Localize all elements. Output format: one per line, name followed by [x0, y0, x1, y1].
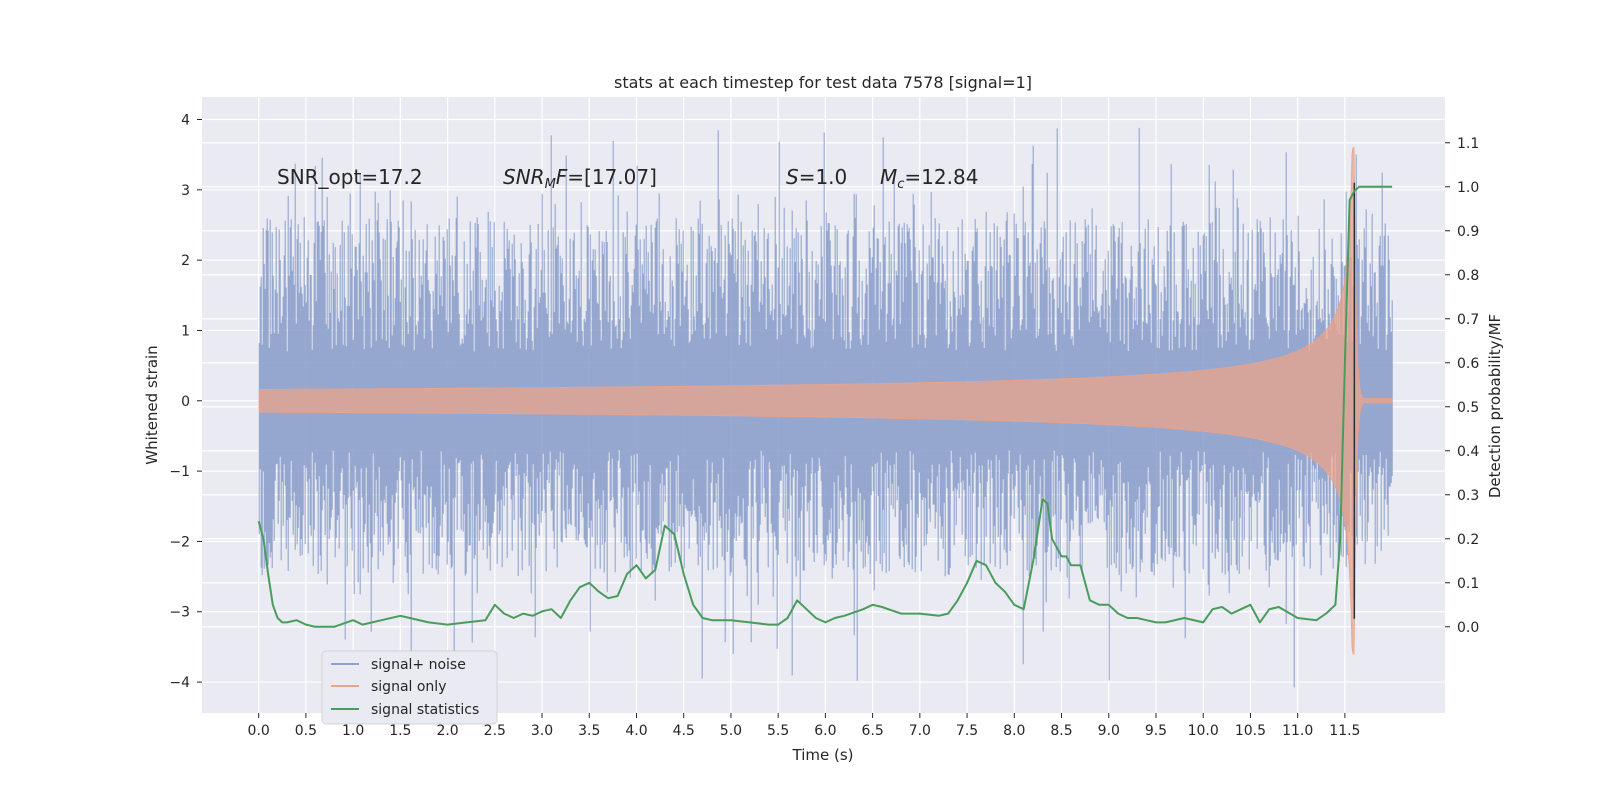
x-tick-label-4: 2.0	[436, 723, 458, 739]
y-tick-label-0: 4	[181, 113, 190, 129]
x-axis-label: Time (s)	[792, 746, 854, 764]
y2-tick-label-4: 0.7	[1457, 312, 1479, 328]
y-tick-label-4: 0	[181, 394, 190, 410]
x-tick-label-8: 4.0	[625, 723, 647, 739]
x-tick-label-20: 10.0	[1188, 723, 1219, 739]
y2-tick-label-7: 0.4	[1457, 444, 1479, 460]
y2-tick-label-2: 0.9	[1457, 224, 1479, 240]
legend-label-signal-only: signal only	[371, 679, 446, 695]
y-tick-label-5: −1	[169, 464, 190, 480]
x-tick-label-15: 7.5	[956, 723, 978, 739]
x-tick-label-22: 11.0	[1282, 723, 1313, 739]
legend-label-signal-noise: signal+ noise	[371, 657, 466, 673]
legend-label-signal-statistics: signal statistics	[371, 702, 479, 718]
x-tick-label-7: 3.5	[578, 723, 600, 739]
series-signal-only	[258, 147, 1393, 655]
annotation-s: S=1.0	[786, 165, 847, 189]
x-axis: 0.0 0.5 1.0 1.5 2.0 2.5 3.0 3.5 4.0 4.5 5.0 5.5 6.0 6…	[248, 713, 1360, 739]
y-axis-label: Whitened strain	[143, 345, 161, 464]
y2-tick-label-10: 0.1	[1457, 576, 1479, 592]
y-tick-label-1: 3	[181, 183, 190, 199]
y2-tick-label-5: 0.6	[1457, 356, 1479, 372]
y2-tick-label-9: 0.2	[1457, 532, 1479, 548]
y-axis-right: 1.1 1.0 0.9 0.8 0.7 0.6 0.5 0.4 0.3 0.2 0.1 0.0	[1445, 136, 1479, 636]
x-tick-label-9: 4.5	[673, 723, 695, 739]
y2-axis-label: Detection probability/MF	[1486, 314, 1504, 498]
x-tick-label-11: 5.5	[767, 723, 789, 739]
x-tick-label-16: 8.0	[1003, 723, 1025, 739]
y2-tick-label-8: 0.3	[1457, 488, 1479, 504]
y-tick-label-2: 2	[181, 253, 190, 269]
annotations: SNR_opt=17.2 SNRMF=[17.07] S=1.0 Mc=12.8…	[277, 165, 978, 192]
data-layer	[257, 127, 1393, 688]
x-tick-label-17: 8.5	[1050, 723, 1072, 739]
y2-tick-label-3: 0.8	[1457, 268, 1479, 284]
chart-title: stats at each timestep for test data 757…	[614, 73, 1032, 92]
x-tick-label-1: 0.5	[295, 723, 317, 739]
x-tick-label-2: 1.0	[342, 723, 364, 739]
x-tick-label-3: 1.5	[389, 723, 411, 739]
y-tick-label-3: 1	[181, 323, 190, 339]
y2-tick-label-6: 0.5	[1457, 400, 1479, 416]
y-tick-label-6: −2	[169, 534, 190, 550]
y-tick-label-8: −4	[169, 675, 190, 691]
x-tick-label-0: 0.0	[248, 723, 270, 739]
x-tick-label-21: 10.5	[1235, 723, 1266, 739]
x-tick-label-13: 6.5	[861, 723, 883, 739]
y2-tick-label-1: 1.0	[1457, 180, 1479, 196]
legend-box	[321, 650, 498, 725]
x-tick-label-5: 2.5	[484, 723, 506, 739]
annotation-mc: Mc=12.84	[880, 165, 978, 192]
x-tick-label-23: 11.5	[1329, 723, 1360, 739]
y-tick-label-7: −3	[169, 605, 190, 621]
annotation-snr-opt: SNR_opt=17.2	[277, 165, 423, 189]
x-tick-label-14: 7.0	[909, 723, 931, 739]
y2-tick-label-11: 0.0	[1457, 620, 1479, 636]
series-signal-statistics	[257, 185, 1393, 628]
x-tick-label-6: 3.0	[531, 723, 553, 739]
x-tick-label-10: 5.0	[720, 723, 742, 739]
x-tick-label-19: 9.5	[1145, 723, 1167, 739]
y2-tick-label-0: 1.1	[1457, 136, 1479, 152]
legend: signal+ noise signal only signal statist…	[321, 650, 498, 725]
y-axis-left: 4 3 2 1 0 −1 −2 −3 −4	[169, 113, 202, 691]
x-tick-label-12: 6.0	[814, 723, 836, 739]
annotation-snr-mf: SNRMF=[17.07]	[503, 165, 657, 192]
x-tick-label-18: 9.0	[1098, 723, 1120, 739]
